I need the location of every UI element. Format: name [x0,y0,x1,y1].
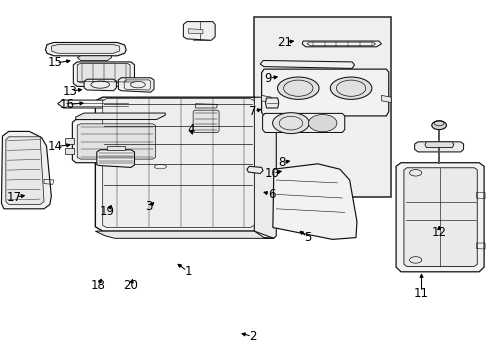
Ellipse shape [272,113,308,134]
Polygon shape [51,45,120,53]
Polygon shape [118,78,154,92]
Text: 9: 9 [264,72,272,85]
Polygon shape [95,97,264,231]
Ellipse shape [308,114,336,132]
Text: 19: 19 [100,205,115,218]
Polygon shape [58,100,132,108]
Polygon shape [6,137,44,204]
Polygon shape [395,163,483,272]
Polygon shape [195,104,217,108]
Polygon shape [261,69,388,116]
Polygon shape [45,42,126,56]
Ellipse shape [330,77,371,99]
Text: 18: 18 [90,279,105,292]
Polygon shape [381,95,390,103]
Text: 14: 14 [47,140,62,153]
Text: 20: 20 [123,279,138,292]
Text: 1: 1 [184,265,192,278]
Bar [253,17,390,197]
Text: 11: 11 [413,287,428,300]
Polygon shape [265,98,278,108]
Polygon shape [186,107,224,136]
Polygon shape [424,142,453,148]
Polygon shape [272,164,356,239]
Polygon shape [106,146,125,150]
Polygon shape [95,231,273,238]
Polygon shape [302,41,381,47]
Polygon shape [414,142,463,152]
Polygon shape [77,56,111,60]
Text: 2: 2 [249,330,257,343]
Polygon shape [254,97,276,238]
Text: 7: 7 [248,105,256,118]
Polygon shape [77,124,155,159]
Text: 13: 13 [62,85,77,98]
Text: 5: 5 [304,231,311,244]
Polygon shape [64,138,74,144]
Polygon shape [1,131,51,209]
Polygon shape [64,148,74,154]
Text: 17: 17 [7,191,22,204]
Text: 8: 8 [277,156,285,169]
Polygon shape [84,79,116,91]
Polygon shape [183,22,215,40]
Polygon shape [261,95,271,103]
Polygon shape [72,120,160,163]
Polygon shape [77,63,130,83]
Ellipse shape [431,121,446,130]
Polygon shape [149,163,170,171]
Text: 12: 12 [431,226,446,239]
Text: 4: 4 [186,123,194,136]
Polygon shape [193,110,219,132]
Text: 15: 15 [47,57,62,69]
Polygon shape [246,166,263,174]
Polygon shape [97,150,134,167]
Polygon shape [260,60,354,68]
Polygon shape [102,99,254,228]
Ellipse shape [277,77,319,99]
Text: 3: 3 [145,201,153,213]
Polygon shape [403,168,476,266]
Polygon shape [188,29,203,34]
Text: 10: 10 [264,167,279,180]
Text: 6: 6 [267,188,275,201]
Polygon shape [76,113,165,120]
Text: 16: 16 [60,98,75,111]
Polygon shape [73,62,134,86]
Polygon shape [262,113,344,132]
Text: 21: 21 [277,36,291,49]
